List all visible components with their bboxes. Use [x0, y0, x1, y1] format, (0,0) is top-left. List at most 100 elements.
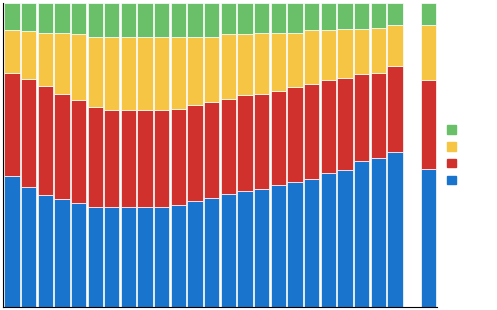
Bar [371, 3, 386, 28]
Bar [54, 199, 70, 307]
Bar [121, 38, 136, 110]
Bar [354, 29, 369, 74]
Bar [204, 37, 219, 102]
Bar [154, 207, 169, 307]
Bar [54, 94, 70, 199]
Bar [420, 25, 436, 80]
Bar [371, 158, 386, 307]
Bar [87, 207, 103, 307]
Bar [354, 3, 369, 29]
Bar [21, 3, 36, 31]
Bar [21, 187, 36, 307]
Bar [387, 66, 403, 152]
Bar [4, 30, 19, 73]
Bar [187, 105, 203, 201]
Bar [38, 86, 53, 195]
Bar [138, 38, 153, 110]
Bar [4, 73, 19, 176]
Bar [254, 94, 269, 189]
Bar [371, 28, 386, 73]
Bar [104, 38, 119, 110]
Bar [171, 109, 186, 205]
Bar [271, 185, 286, 307]
Bar [4, 176, 19, 307]
Bar [171, 3, 186, 37]
Bar [221, 33, 236, 99]
Bar [104, 3, 119, 38]
Bar [221, 194, 236, 307]
Bar [238, 95, 252, 191]
Bar [387, 152, 403, 307]
Bar [21, 31, 36, 79]
Bar [221, 99, 236, 194]
Bar [337, 29, 352, 78]
Bar [254, 3, 269, 33]
Bar [138, 3, 153, 38]
Bar [321, 3, 336, 29]
Bar [387, 3, 403, 25]
Bar [87, 107, 103, 207]
Bar [354, 162, 369, 307]
Bar [371, 73, 386, 158]
Bar [321, 29, 336, 80]
Bar [38, 3, 53, 33]
Bar [420, 80, 436, 170]
Bar [321, 80, 336, 173]
Bar [321, 173, 336, 307]
Bar [354, 74, 369, 162]
Bar [138, 110, 153, 207]
Legend: , , , : , , , [447, 125, 464, 185]
Bar [238, 3, 252, 33]
Bar [71, 203, 86, 307]
Bar [271, 3, 286, 33]
Bar [238, 191, 252, 307]
Bar [154, 38, 169, 110]
Bar [304, 3, 319, 30]
Bar [420, 170, 436, 307]
Bar [304, 30, 319, 84]
Bar [287, 182, 303, 307]
Bar [104, 110, 119, 207]
Bar [171, 205, 186, 307]
Bar [287, 3, 303, 33]
Bar [171, 37, 186, 109]
Bar [54, 3, 70, 33]
Bar [54, 33, 70, 94]
Bar [287, 87, 303, 182]
Bar [337, 170, 352, 307]
Bar [204, 102, 219, 198]
Bar [71, 34, 86, 100]
Bar [87, 3, 103, 38]
Bar [238, 33, 252, 95]
Bar [154, 110, 169, 207]
Bar [187, 3, 203, 37]
Bar [121, 110, 136, 207]
Bar [187, 37, 203, 105]
Bar [87, 38, 103, 107]
Bar [271, 91, 286, 185]
Bar [304, 179, 319, 307]
Bar [121, 207, 136, 307]
Bar [221, 3, 236, 33]
Bar [71, 100, 86, 203]
Bar [287, 33, 303, 87]
Bar [21, 79, 36, 187]
Bar [420, 3, 436, 25]
Bar [121, 3, 136, 38]
Bar [304, 84, 319, 179]
Bar [204, 198, 219, 307]
Bar [104, 207, 119, 307]
Bar [138, 207, 153, 307]
Bar [254, 33, 269, 94]
Bar [187, 201, 203, 307]
Bar [387, 25, 403, 66]
Bar [71, 3, 86, 34]
Bar [4, 3, 19, 30]
Bar [154, 3, 169, 38]
Bar [254, 189, 269, 307]
Bar [38, 195, 53, 307]
Bar [337, 78, 352, 170]
Bar [271, 33, 286, 91]
Bar [38, 33, 53, 86]
Bar [204, 3, 219, 37]
